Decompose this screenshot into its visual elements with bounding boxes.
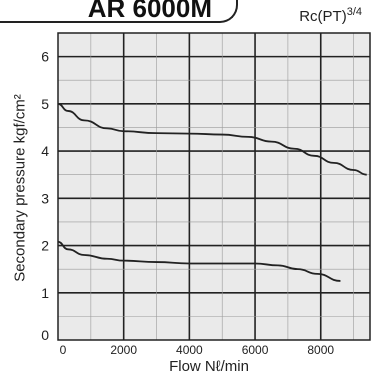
x-tick-label: 2000 (110, 343, 137, 357)
x-tick-label: 8000 (307, 343, 334, 357)
port-size: 3/4 (346, 6, 362, 18)
y-tick-label: 1 (41, 285, 49, 301)
y-tick-label: 5 (41, 96, 49, 112)
y-ticks: 0 1 2 3 4 5 6 (41, 49, 49, 343)
y-tick-label: 0 (41, 327, 49, 343)
port-type: Rc(PT) (299, 8, 347, 25)
port-size-label: Rc(PT)3/4 (299, 6, 362, 25)
y-tick-label: 3 (41, 190, 49, 206)
x-ticks: 0 2000 4000 6000 8000 (60, 343, 335, 357)
grid (58, 33, 370, 340)
series-line-2 (57, 240, 341, 282)
y-tick-label: 2 (41, 238, 49, 254)
x-tick-label: 4000 (176, 343, 203, 357)
x-tick-label: 0 (60, 343, 67, 357)
series-line-1 (57, 102, 367, 176)
y-tick-label: 4 (41, 143, 49, 159)
plot-area (58, 33, 370, 340)
series-group (57, 102, 367, 282)
plot-frame (57, 32, 371, 341)
y-tick-label: 6 (41, 49, 49, 65)
x-tick-label: 6000 (242, 343, 269, 357)
model-title: AR 6000M (87, 0, 212, 23)
x-axis-label: Flow Nℓ/min (169, 358, 249, 375)
